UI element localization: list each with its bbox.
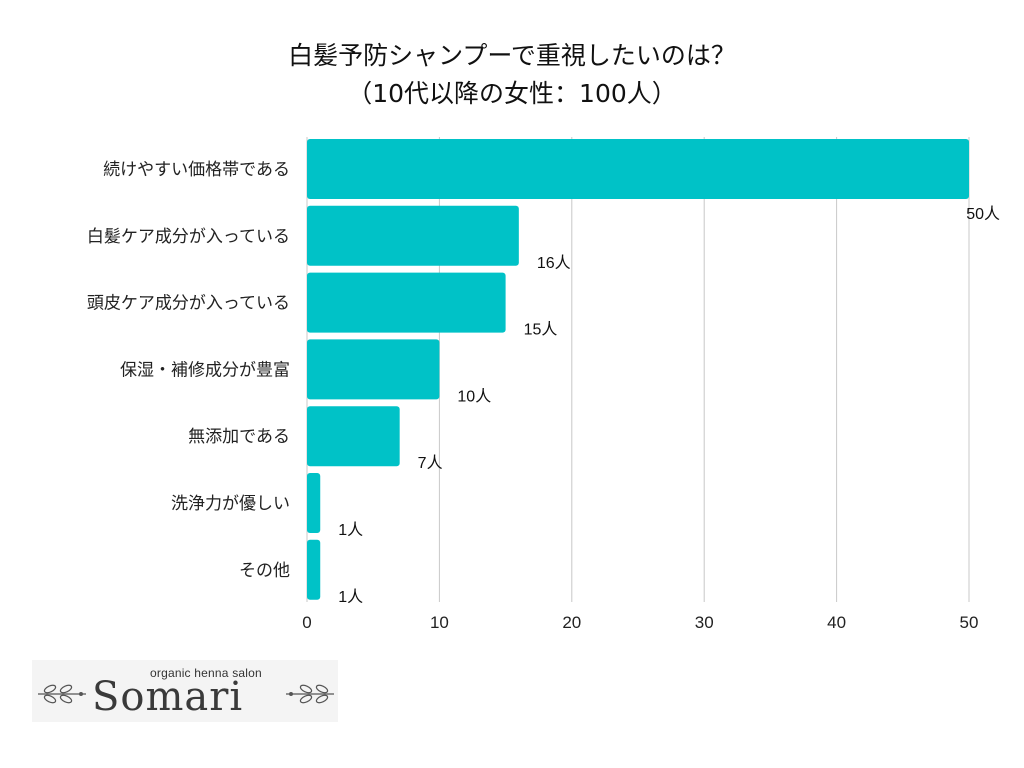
chart-title-line2: （10代以降の女性：100人）: [347, 79, 677, 108]
leaf-sprig-left-icon: [38, 684, 86, 704]
bar: [307, 539, 321, 600]
data-label: 1人: [338, 521, 363, 539]
bar: [307, 406, 400, 467]
category-labels: 続けやすい価格帯である白髪ケア成分が入っている頭皮ケア成分が入っている保湿・補修…: [87, 160, 290, 581]
category-label: 続けやすい価格帯である: [103, 160, 290, 180]
x-axis-ticks: 0 10 20 30 40 50: [302, 613, 978, 632]
chart-title-line1: 白髪予防シャンプーで重視したいのは？: [288, 41, 736, 70]
bar: [307, 339, 440, 400]
x-tick-label: 50: [960, 613, 979, 632]
category-label: 頭皮ケア成分が入っている: [87, 294, 290, 314]
bar: [307, 473, 321, 533]
bar: [307, 205, 519, 266]
x-tick-label: 20: [562, 613, 581, 632]
category-label: 白髪ケア成分が入っている: [87, 227, 290, 247]
data-label: 7人: [418, 454, 443, 472]
category-label: 洗浄力が優しい: [171, 494, 290, 514]
x-tick-label: 0: [302, 613, 311, 632]
bar: [307, 272, 506, 333]
leaf-sprig-right-icon: [286, 684, 334, 704]
x-tick-label: 10: [430, 613, 449, 632]
data-label: 16人: [537, 254, 571, 272]
category-label: 無添加である: [188, 427, 290, 447]
data-label: 1人: [338, 588, 363, 606]
logo-tagline: organic henna salon: [150, 666, 262, 680]
data-label: 10人: [457, 387, 491, 405]
logo-name: Somari: [92, 674, 244, 720]
data-label: 50人: [966, 205, 1000, 223]
category-label: その他: [239, 561, 290, 581]
bars: [307, 139, 969, 600]
bar: [307, 139, 969, 199]
x-tick-label: 40: [827, 613, 846, 632]
x-tick-label: 30: [695, 613, 714, 632]
category-label: 保湿・補修成分が豊富: [120, 360, 290, 380]
value-labels: 50人 16人 15人 10人 7人 1人 1人: [338, 205, 1000, 606]
somari-logo: organic henna salon Somari: [32, 660, 338, 722]
data-label: 15人: [524, 321, 558, 339]
